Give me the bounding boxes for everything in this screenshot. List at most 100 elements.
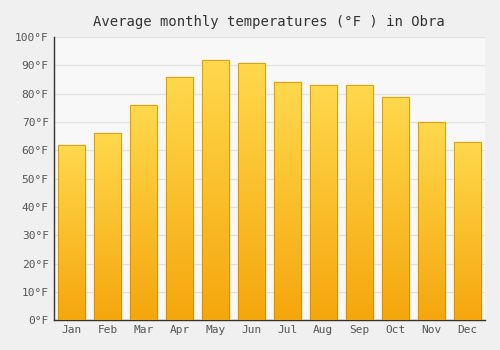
- Bar: [58, 316, 85, 320]
- Bar: [130, 180, 157, 186]
- Bar: [274, 296, 301, 302]
- Bar: [94, 278, 121, 283]
- Bar: [130, 304, 157, 309]
- Bar: [166, 138, 193, 144]
- Bar: [382, 298, 408, 303]
- Bar: [58, 193, 85, 197]
- Bar: [274, 136, 301, 142]
- Bar: [58, 246, 85, 250]
- Bar: [310, 261, 336, 267]
- Bar: [346, 85, 372, 91]
- Bar: [454, 142, 480, 146]
- Bar: [202, 60, 229, 66]
- Bar: [454, 204, 480, 209]
- Bar: [382, 186, 408, 191]
- Bar: [166, 265, 193, 272]
- Bar: [94, 147, 121, 152]
- Bar: [238, 120, 265, 127]
- Bar: [382, 169, 408, 175]
- Bar: [382, 175, 408, 180]
- Bar: [310, 191, 336, 197]
- Bar: [166, 198, 193, 204]
- Bar: [130, 121, 157, 127]
- Bar: [166, 229, 193, 235]
- Bar: [238, 146, 265, 153]
- Bar: [382, 281, 408, 287]
- Bar: [58, 149, 85, 153]
- Bar: [274, 82, 301, 320]
- Bar: [274, 166, 301, 172]
- Bar: [238, 153, 265, 159]
- Bar: [166, 278, 193, 284]
- Bar: [274, 279, 301, 285]
- Bar: [202, 281, 229, 288]
- Bar: [310, 302, 336, 308]
- Bar: [274, 207, 301, 213]
- Bar: [202, 79, 229, 86]
- Bar: [346, 250, 372, 256]
- Bar: [202, 125, 229, 131]
- Bar: [418, 191, 444, 196]
- Bar: [418, 266, 444, 271]
- Bar: [418, 216, 444, 221]
- Bar: [130, 175, 157, 180]
- Bar: [346, 256, 372, 261]
- Bar: [310, 232, 336, 238]
- Bar: [274, 112, 301, 118]
- Bar: [454, 240, 480, 244]
- Bar: [274, 124, 301, 130]
- Bar: [166, 150, 193, 156]
- Bar: [418, 315, 444, 320]
- Bar: [274, 243, 301, 249]
- Bar: [454, 195, 480, 200]
- Bar: [454, 146, 480, 151]
- Bar: [166, 314, 193, 320]
- Bar: [418, 275, 444, 280]
- Bar: [130, 266, 157, 272]
- Bar: [346, 302, 372, 308]
- Bar: [346, 85, 372, 320]
- Bar: [94, 213, 121, 217]
- Bar: [346, 162, 372, 167]
- Bar: [130, 127, 157, 132]
- Bar: [202, 268, 229, 274]
- Bar: [310, 91, 336, 97]
- Bar: [202, 118, 229, 125]
- Bar: [310, 97, 336, 103]
- Bar: [130, 196, 157, 202]
- Bar: [418, 196, 444, 201]
- Bar: [238, 249, 265, 256]
- Bar: [202, 112, 229, 118]
- Bar: [274, 195, 301, 201]
- Bar: [130, 212, 157, 218]
- Bar: [346, 132, 372, 138]
- Bar: [166, 211, 193, 217]
- Bar: [382, 253, 408, 259]
- Bar: [130, 186, 157, 191]
- Bar: [238, 95, 265, 101]
- Bar: [94, 133, 121, 320]
- Bar: [166, 162, 193, 168]
- Bar: [166, 284, 193, 290]
- Bar: [346, 173, 372, 179]
- Bar: [418, 246, 444, 251]
- Bar: [382, 231, 408, 236]
- Bar: [346, 197, 372, 203]
- Bar: [238, 256, 265, 262]
- Bar: [202, 255, 229, 261]
- Bar: [166, 132, 193, 138]
- Bar: [166, 259, 193, 265]
- Bar: [310, 314, 336, 320]
- Bar: [202, 196, 229, 203]
- Bar: [382, 163, 408, 169]
- Bar: [238, 127, 265, 133]
- Bar: [346, 291, 372, 297]
- Bar: [274, 249, 301, 255]
- Bar: [346, 150, 372, 156]
- Bar: [454, 151, 480, 155]
- Bar: [58, 298, 85, 303]
- Bar: [58, 180, 85, 184]
- Bar: [130, 218, 157, 223]
- Bar: [202, 274, 229, 281]
- Bar: [310, 138, 336, 144]
